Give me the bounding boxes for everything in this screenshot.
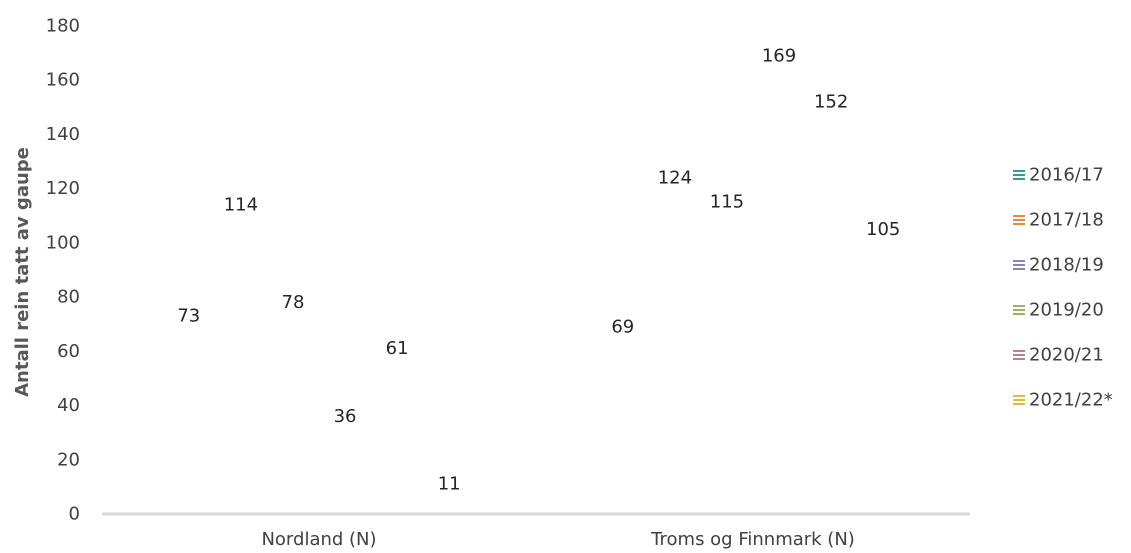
- data-label: 61: [386, 338, 409, 359]
- y-tick-label: 40: [57, 395, 80, 416]
- data-label: 114: [224, 194, 258, 215]
- y-tick-label: 60: [57, 341, 80, 362]
- legend-swatch: [1013, 305, 1025, 315]
- y-tick-label: 20: [57, 449, 80, 470]
- data-label: 11: [438, 474, 461, 495]
- data-labels: 73 114 78 36 61 11 69 124 115 169 152 105: [177, 45, 900, 494]
- y-axis-ticks: 0 20 40 60 80 100 120 140 160 180: [46, 16, 80, 525]
- legend-swatch: [1013, 395, 1025, 405]
- category-labels: Nordland (N) Troms og Finnmark (N): [261, 529, 854, 550]
- legend-label: 2018/19: [1029, 255, 1104, 276]
- y-tick-label: 160: [46, 70, 80, 91]
- legend-swatch: [1013, 215, 1025, 225]
- legend-swatch: [1013, 350, 1025, 360]
- legend-label: 2021/22*: [1029, 390, 1113, 411]
- legend-label: 2017/18: [1029, 210, 1104, 231]
- data-label: 36: [334, 406, 357, 427]
- y-tick-label: 140: [46, 124, 80, 145]
- y-tick-label: 80: [57, 287, 80, 308]
- data-label: 69: [611, 316, 634, 337]
- data-label: 73: [177, 306, 200, 327]
- y-tick-label: 120: [46, 178, 80, 199]
- legend-swatch: [1013, 260, 1025, 270]
- y-tick-label: 180: [46, 16, 80, 37]
- y-tick-label: 0: [69, 504, 80, 525]
- category-label: Nordland (N): [261, 529, 376, 550]
- legend-label: 2019/20: [1029, 300, 1104, 321]
- data-label: 115: [710, 192, 744, 213]
- legend: 2016/17 2017/18 2018/19 2019/20 2020/21 2021/…: [1013, 165, 1113, 411]
- data-label: 105: [866, 219, 900, 240]
- data-label: 152: [814, 91, 848, 112]
- legend-swatch: [1013, 170, 1025, 180]
- y-axis-title: Antall rein tatt av gaupe: [12, 147, 33, 397]
- category-label: Troms og Finnmark (N): [650, 529, 855, 550]
- legend-label: 2016/17: [1029, 165, 1104, 186]
- data-label: 124: [658, 167, 692, 188]
- data-label: 169: [762, 45, 796, 66]
- legend-label: 2020/21: [1029, 345, 1104, 366]
- y-tick-label: 100: [46, 232, 80, 253]
- data-label: 78: [282, 292, 305, 313]
